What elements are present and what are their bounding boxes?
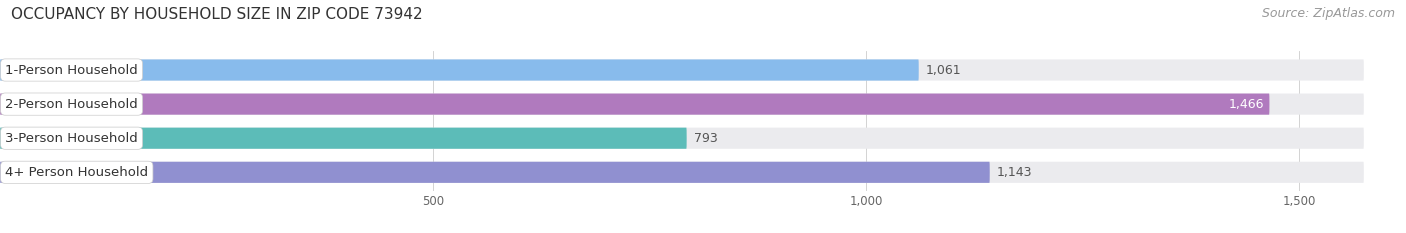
Text: 2-Person Household: 2-Person Household xyxy=(6,98,138,111)
FancyBboxPatch shape xyxy=(0,162,1364,183)
FancyBboxPatch shape xyxy=(0,93,1364,115)
FancyBboxPatch shape xyxy=(0,93,1270,115)
Text: 4+ Person Household: 4+ Person Household xyxy=(6,166,148,179)
Text: Source: ZipAtlas.com: Source: ZipAtlas.com xyxy=(1261,7,1395,20)
FancyBboxPatch shape xyxy=(0,128,686,149)
FancyBboxPatch shape xyxy=(0,59,918,81)
FancyBboxPatch shape xyxy=(0,59,1364,81)
Text: 3-Person Household: 3-Person Household xyxy=(6,132,138,145)
Text: 793: 793 xyxy=(693,132,717,145)
Text: OCCUPANCY BY HOUSEHOLD SIZE IN ZIP CODE 73942: OCCUPANCY BY HOUSEHOLD SIZE IN ZIP CODE … xyxy=(11,7,423,22)
Text: 1,466: 1,466 xyxy=(1229,98,1264,111)
FancyBboxPatch shape xyxy=(0,162,990,183)
Text: 1-Person Household: 1-Person Household xyxy=(6,64,138,76)
Text: 1,143: 1,143 xyxy=(997,166,1032,179)
Text: 1,061: 1,061 xyxy=(925,64,962,76)
FancyBboxPatch shape xyxy=(0,128,1364,149)
